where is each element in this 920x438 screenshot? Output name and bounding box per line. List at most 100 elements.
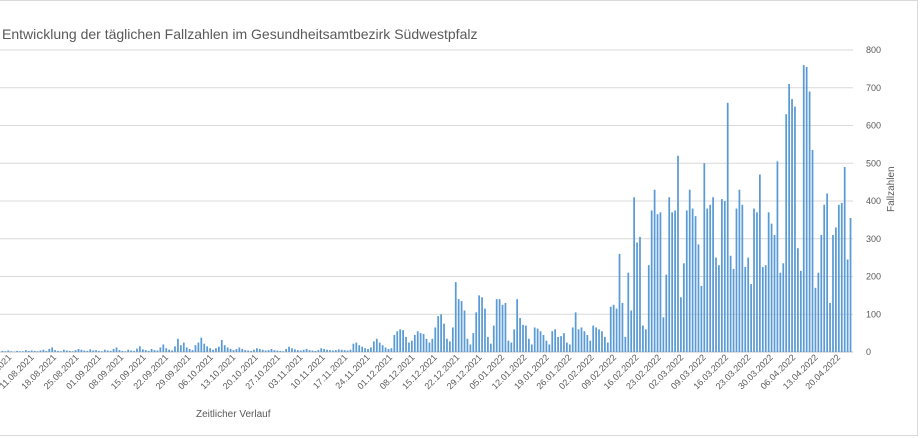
bar (250, 350, 252, 352)
bar (647, 265, 650, 352)
bar (542, 335, 545, 352)
bar (109, 350, 112, 352)
bar (481, 297, 483, 352)
bar (492, 325, 495, 352)
y-tick-label: 700 (866, 83, 881, 93)
bar (437, 316, 440, 352)
bar (475, 312, 478, 352)
bar (60, 351, 62, 352)
bar (601, 331, 603, 352)
bar (440, 314, 442, 352)
y-tick-label: 500 (866, 158, 881, 168)
bar (498, 299, 501, 352)
bar (7, 350, 10, 352)
bar (133, 350, 135, 352)
bar (606, 342, 609, 352)
bar (203, 343, 206, 352)
bar (361, 346, 364, 352)
bar (513, 329, 516, 352)
bar (393, 335, 396, 352)
bar (501, 304, 504, 352)
bar (340, 349, 343, 352)
bar (95, 350, 97, 352)
bar (826, 193, 829, 352)
bar (495, 299, 498, 352)
bar (551, 331, 554, 352)
bar (557, 336, 559, 352)
bar (416, 331, 419, 352)
bar (355, 342, 358, 352)
bar (489, 343, 492, 352)
bar (604, 336, 606, 352)
bar (428, 342, 431, 352)
chart-title: Entwicklung der täglichen Fallzahlen im … (2, 26, 478, 42)
bar (241, 348, 244, 352)
bar (519, 318, 521, 352)
bar (332, 350, 334, 352)
bar (627, 272, 630, 352)
bar (659, 212, 662, 352)
bar (30, 350, 33, 352)
bar (563, 333, 565, 353)
bar (840, 202, 843, 352)
bar (381, 345, 384, 352)
bar (130, 350, 133, 352)
bar (642, 325, 644, 352)
bar (372, 341, 375, 352)
bar (791, 99, 793, 352)
bar (522, 324, 524, 352)
bar (220, 339, 223, 352)
bar (411, 340, 413, 352)
bar (770, 223, 773, 352)
bar (729, 255, 732, 352)
bar (1, 350, 4, 352)
bar (51, 347, 54, 352)
bar (568, 344, 571, 352)
bar (244, 350, 247, 352)
bar (773, 234, 776, 352)
bar (320, 348, 323, 352)
bar (209, 348, 211, 352)
bar (106, 350, 109, 352)
bar (83, 350, 86, 352)
bar (571, 327, 574, 352)
bar (127, 349, 130, 352)
bar (4, 351, 7, 352)
bar (77, 348, 80, 352)
bar (305, 348, 308, 352)
bar (797, 248, 799, 352)
bar (270, 348, 273, 352)
bar (668, 197, 671, 352)
bar (685, 210, 688, 352)
x-axis-label: Zeitlicher Verlauf (196, 409, 271, 420)
bar (431, 338, 434, 352)
bar (650, 210, 653, 352)
bar (349, 349, 352, 352)
bar (718, 265, 720, 352)
bar (715, 257, 717, 353)
bar (399, 329, 402, 352)
bar (156, 350, 159, 352)
bar (194, 345, 197, 352)
bar (504, 302, 507, 352)
bar (63, 349, 65, 352)
bar (413, 335, 416, 352)
bar (256, 348, 258, 352)
bar (396, 331, 399, 352)
bar (288, 346, 290, 352)
bar (408, 342, 410, 352)
bar (653, 189, 656, 352)
bar (273, 350, 276, 352)
bar (460, 301, 463, 352)
bar (779, 272, 782, 352)
bar (691, 208, 694, 352)
bar (451, 327, 454, 352)
bar (206, 346, 209, 352)
bar (469, 344, 472, 352)
bar (709, 204, 712, 352)
bar (375, 338, 378, 352)
bar (291, 348, 293, 352)
bar (378, 342, 381, 352)
bar (223, 345, 226, 352)
